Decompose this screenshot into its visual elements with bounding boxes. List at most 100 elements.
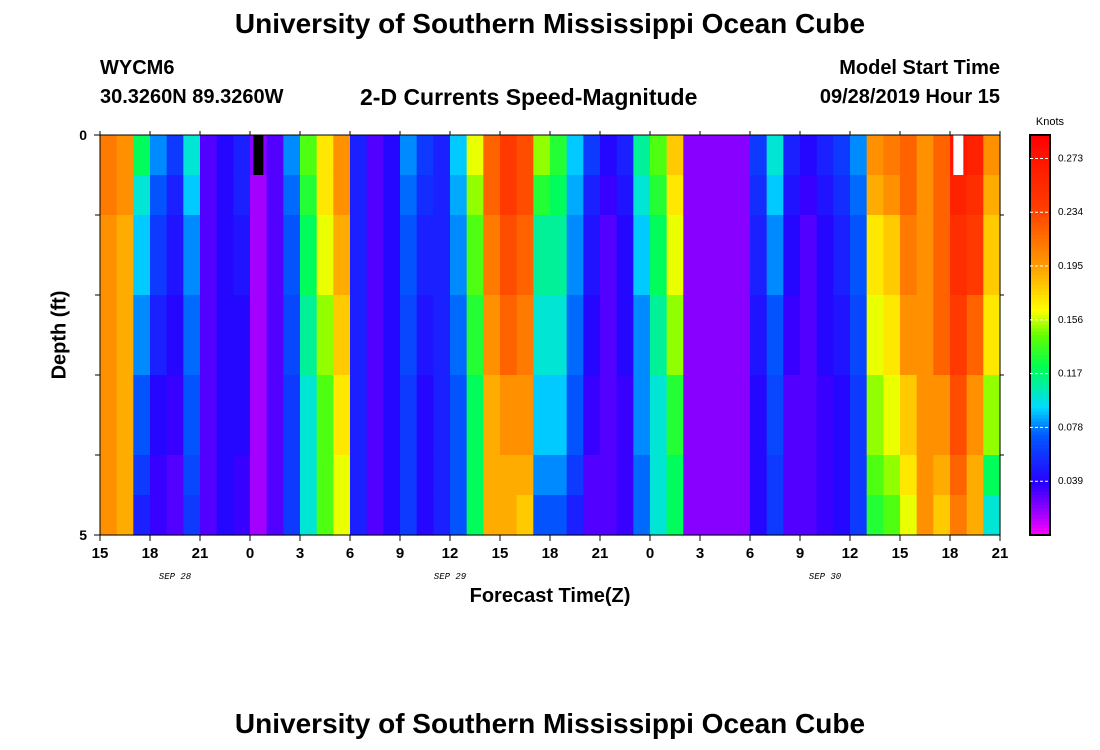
heatmap-cell — [550, 455, 568, 496]
x-tick-label: 21 — [992, 545, 1009, 562]
heatmap-cell — [516, 455, 534, 496]
heatmap-cell — [416, 215, 434, 296]
heatmap-cell — [566, 175, 584, 216]
heatmap-cell — [450, 135, 468, 176]
heatmap-cell — [633, 295, 651, 376]
heatmap-cell — [233, 135, 251, 176]
colorbar-segment — [1030, 431, 1050, 436]
heatmap-cell — [933, 375, 951, 456]
heatmap-cell — [333, 455, 351, 496]
heatmap-cell — [233, 455, 251, 496]
heatmap-cell — [250, 375, 268, 456]
colorbar-segment — [1030, 235, 1050, 239]
heatmap-cell — [500, 295, 518, 376]
colorbar-segment — [1030, 158, 1050, 163]
heatmap-cell — [300, 455, 318, 496]
heatmap-cells — [100, 135, 1001, 536]
heatmap-cell — [433, 375, 451, 456]
heatmap-cell — [266, 455, 284, 496]
heatmap-cell — [516, 135, 534, 176]
heatmap-cell — [750, 375, 768, 456]
heatmap-cell — [466, 175, 484, 216]
heatmap-cell — [866, 295, 884, 376]
page-title: University of Southern Mississippi Ocean… — [234, 8, 866, 39]
heatmap-cell — [583, 215, 601, 296]
heatmap-cell — [916, 135, 934, 176]
heatmap-cell — [133, 375, 151, 456]
heatmap-cell — [366, 175, 384, 216]
heatmap-cell — [816, 455, 834, 496]
colorbar-segment — [1030, 188, 1050, 193]
heatmap-cell — [400, 135, 418, 176]
colorbar-segment — [1030, 338, 1050, 343]
x-tick-label: 15 — [492, 545, 509, 562]
heatmap-cell — [566, 135, 584, 176]
colorbar-segment — [1030, 448, 1050, 453]
heatmap-cell — [983, 215, 1001, 296]
colorbar-segment — [1030, 491, 1050, 496]
heatmap-cell — [333, 495, 351, 536]
colorbar-segment — [1030, 218, 1050, 223]
heatmap-cell — [983, 495, 1001, 536]
colorbar-segment — [1030, 481, 1050, 486]
heatmap-cell — [916, 375, 934, 456]
heatmap-cell — [966, 495, 984, 536]
heatmap-cell — [883, 295, 901, 376]
heatmap-cell — [716, 375, 734, 456]
colorbar-segment — [1030, 398, 1050, 403]
colorbar-segment — [1030, 161, 1050, 166]
heatmap-cell — [583, 295, 601, 376]
colorbar-segment — [1030, 288, 1050, 293]
heatmap-cell — [416, 295, 434, 376]
heatmap-cell — [650, 455, 668, 496]
heatmap-cell — [250, 495, 268, 536]
colorbar-segment — [1030, 275, 1050, 279]
heatmap-cell — [433, 135, 451, 176]
heatmap-cell — [300, 215, 318, 296]
heatmap-cell — [933, 135, 951, 176]
colorbar-tick-label: 0.078 — [1058, 422, 1083, 433]
y-tick-label: 0 — [79, 127, 87, 143]
heatmap-cell — [916, 215, 934, 296]
heatmap-cell — [550, 495, 568, 536]
heatmap-cell — [383, 455, 401, 496]
heatmap-cell — [166, 375, 184, 456]
colorbar-segment — [1030, 388, 1050, 393]
heatmap-cell — [633, 455, 651, 496]
heatmap-cell — [766, 375, 784, 456]
heatmap-cell — [433, 495, 451, 536]
heatmap-cell — [633, 495, 651, 536]
heatmap-cell — [950, 295, 968, 376]
heatmap-cell — [750, 455, 768, 496]
colorbar-segment — [1030, 258, 1050, 263]
heatmap-cell — [100, 135, 118, 176]
heatmap-cell — [400, 175, 418, 216]
heatmap-cell — [483, 375, 501, 456]
heatmap-cell — [683, 175, 701, 216]
heatmap-cell — [233, 175, 251, 216]
heatmap-cell — [850, 215, 868, 296]
heatmap-cell — [566, 295, 584, 376]
heatmap-cell — [900, 495, 918, 536]
heatmap-cell — [783, 215, 801, 296]
heatmap-cell — [283, 375, 301, 456]
colorbar-segment — [1030, 428, 1050, 433]
heatmap-cell — [516, 375, 534, 456]
heatmap-cell — [800, 215, 818, 296]
heatmap-cell — [166, 495, 184, 536]
heatmap-cell — [983, 135, 1001, 176]
heatmap-cell — [616, 495, 634, 536]
missing-data-cell — [953, 135, 964, 175]
colorbar-segment — [1030, 358, 1050, 363]
heatmap-cell — [733, 495, 751, 536]
heatmap-cell — [500, 175, 518, 216]
heatmap-cell — [533, 495, 551, 536]
heatmap-cell — [783, 135, 801, 176]
heatmap-cell — [866, 375, 884, 456]
heatmap-cell — [216, 215, 234, 296]
heatmap-cell — [950, 495, 968, 536]
heatmap-cell — [550, 135, 568, 176]
colorbar-segment — [1030, 328, 1050, 333]
heatmap-cell — [916, 175, 934, 216]
heatmap-cell — [450, 295, 468, 376]
